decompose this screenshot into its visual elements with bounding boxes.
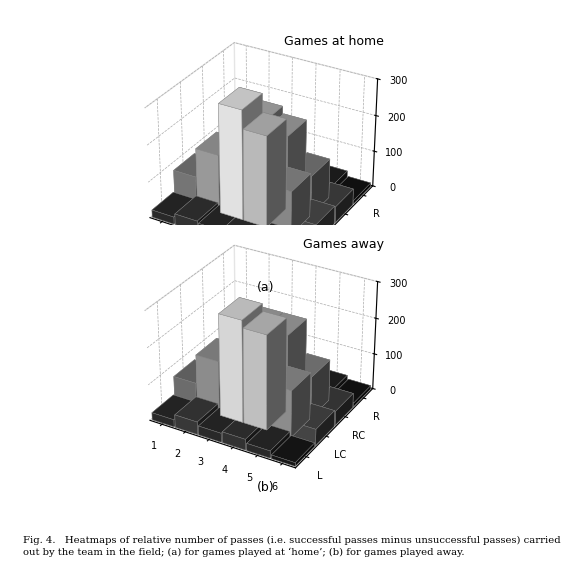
Text: Games at home: Games at home	[284, 35, 384, 48]
Text: (b): (b)	[257, 481, 275, 494]
Text: Games away: Games away	[303, 238, 384, 251]
Text: Fig. 4.   Heatmaps of relative number of passes (i.e. successful passes minus un: Fig. 4. Heatmaps of relative number of p…	[23, 536, 560, 557]
Text: (a): (a)	[257, 282, 274, 294]
